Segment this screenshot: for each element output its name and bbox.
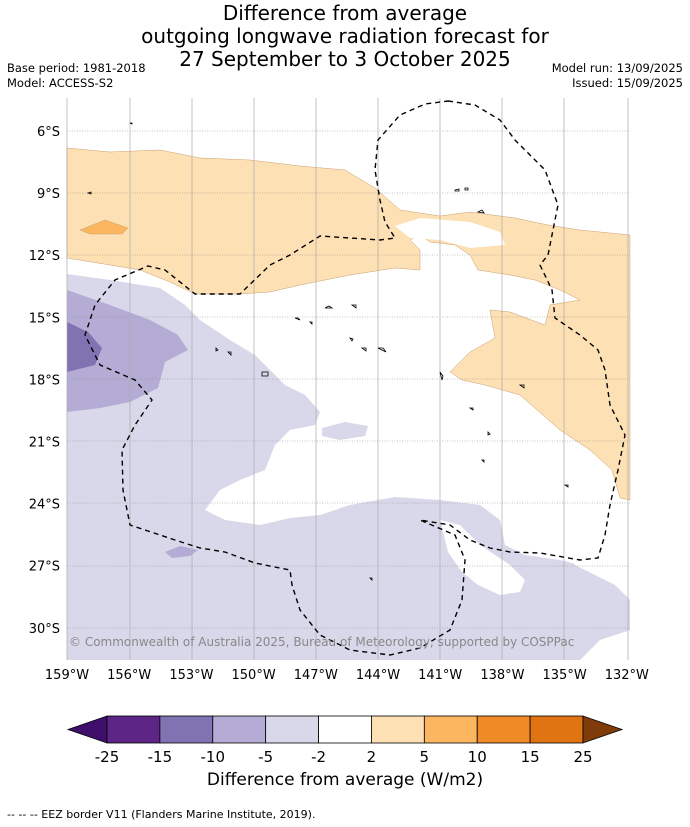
lat-label: 21°S bbox=[29, 436, 60, 451]
lon-label: 147°W bbox=[294, 668, 338, 683]
lon-label: 156°W bbox=[107, 668, 151, 683]
colorbar-segment bbox=[423, 715, 478, 744]
colorbar-segment bbox=[159, 715, 214, 744]
colorbar-tick-label: -10 bbox=[201, 748, 226, 766]
title-line-2: outgoing longwave radiation forecast for bbox=[141, 24, 549, 48]
model-run: Model run: 13/09/2025 bbox=[551, 61, 683, 75]
neutral-small-east bbox=[565, 545, 630, 598]
latitude-labels: 6°S 9°S 12°S 15°S 18°S 21°S 24°S 27°S 30°S bbox=[29, 125, 60, 637]
pos5-blob bbox=[79, 219, 129, 235]
colorbar-overflow-triangle bbox=[582, 715, 624, 744]
base-period: Base period: 1981-2018 bbox=[7, 61, 146, 75]
islands bbox=[86, 122, 569, 581]
meta-right: Model run: 13/09/2025 Issued: 15/09/2025 bbox=[552, 61, 683, 91]
lat-label: 6°S bbox=[37, 125, 60, 140]
colorbar-segment bbox=[529, 715, 584, 744]
colorbar-segment bbox=[106, 715, 161, 744]
issued-date: Issued: 15/09/2025 bbox=[572, 76, 683, 90]
colorbar-tick-label: 10 bbox=[468, 748, 487, 766]
colorbar-tick-label: -5 bbox=[258, 748, 273, 766]
colorbar-segment bbox=[476, 715, 531, 744]
neg5-small bbox=[165, 546, 198, 558]
lon-label: 150°W bbox=[232, 668, 276, 683]
lon-label: 153°W bbox=[169, 668, 213, 683]
colorbar-tick-label: 5 bbox=[420, 748, 430, 766]
colorbar-segment bbox=[371, 715, 425, 744]
colorbar-segment bbox=[212, 715, 267, 744]
lon-label: 132°W bbox=[605, 668, 649, 683]
lat-label: 18°S bbox=[29, 373, 60, 388]
colorbar-tick-label: -15 bbox=[148, 748, 173, 766]
model-name: Model: ACCESS-S2 bbox=[7, 76, 114, 90]
colorbar-tick-label: 2 bbox=[367, 748, 377, 766]
title-line-1: Difference from average bbox=[222, 1, 468, 25]
lat-label: 30°S bbox=[29, 622, 60, 637]
lat-label: 15°S bbox=[29, 311, 60, 326]
longitude-labels: 159°W 156°W 153°W 150°W 147°W 144°W 141°W 138°W… bbox=[45, 668, 649, 683]
neg5-region bbox=[67, 290, 188, 412]
colorbar-segment bbox=[318, 715, 372, 744]
colorbar bbox=[66, 715, 624, 744]
colorbar-tick-labels: -25 -15 -10 -5 -2 2 5 10 15 25 bbox=[95, 748, 593, 766]
colorbar-tick-label: -25 bbox=[95, 748, 120, 766]
colorbar-segment bbox=[265, 715, 319, 744]
colorbar-underflow-triangle bbox=[66, 715, 108, 744]
lon-label: 159°W bbox=[45, 668, 89, 683]
colorbar-tick-label: -2 bbox=[311, 748, 326, 766]
meridians bbox=[66, 98, 629, 660]
eez-legend: -- -- -- EEZ border V11 (Flanders Marine… bbox=[7, 808, 316, 821]
neg10-region bbox=[67, 322, 102, 372]
map-area bbox=[66, 98, 631, 660]
lon-label: 144°W bbox=[356, 668, 400, 683]
neutral-channel bbox=[395, 218, 505, 248]
lon-label: 138°W bbox=[480, 668, 524, 683]
lat-label: 27°S bbox=[29, 560, 60, 575]
colorbar-title: Difference from average (W/m2) bbox=[206, 770, 484, 790]
lon-label: 141°W bbox=[418, 668, 462, 683]
neutral-south-patch bbox=[440, 520, 525, 595]
meta-left: Base period: 1981-2018 Model: ACCESS-S2 bbox=[7, 61, 146, 91]
copyright-note: © Commonwealth of Australia 2025, Bureau… bbox=[69, 635, 574, 649]
lat-label: 9°S bbox=[37, 187, 60, 202]
lat-label: 12°S bbox=[29, 249, 60, 264]
eez-border bbox=[84, 100, 626, 656]
lon-label: 135°W bbox=[543, 668, 587, 683]
lat-label: 24°S bbox=[29, 498, 60, 513]
title-line-3: 27 September to 3 October 2025 bbox=[179, 47, 511, 71]
neg2-island bbox=[322, 422, 368, 440]
colorbar-tick-label: 25 bbox=[573, 748, 592, 766]
colorbar-tick-label: 15 bbox=[521, 748, 540, 766]
